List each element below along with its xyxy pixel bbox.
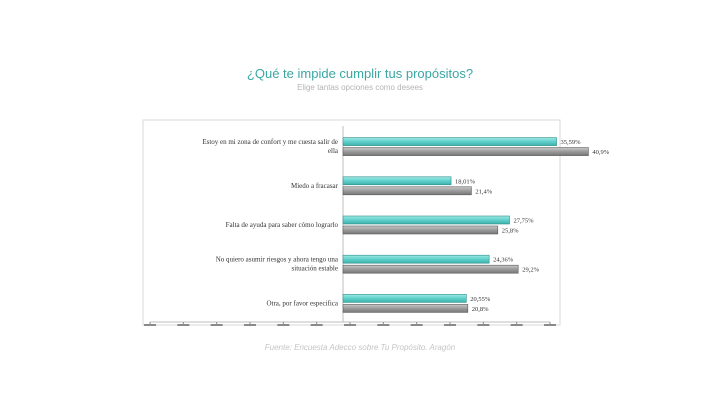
bars <box>342 137 589 313</box>
x-tick-mark <box>177 324 190 326</box>
chart-title: ¿Qué te impide cumplir tus propósitos? <box>246 66 474 81</box>
bar-series-2 <box>342 304 469 313</box>
bar-series-1 <box>342 137 557 146</box>
data-label: 20,55% <box>470 296 491 303</box>
x-tick-mark <box>310 324 323 326</box>
data-label: 29,2% <box>522 267 539 274</box>
category-label: Estoy en mi zona de confort y me cuesta … <box>202 138 339 155</box>
data-label: 20,8% <box>472 306 489 313</box>
x-tick-mark <box>410 324 423 326</box>
bar-series-1 <box>342 176 452 186</box>
bar-series-2 <box>342 147 589 156</box>
category-labels: Estoy en mi zona de confort y me cuesta … <box>202 138 339 307</box>
category-label: Falta de ayuda para saber cómo lograrlo <box>226 221 339 229</box>
category-label: No quiero asumir riesgos y ahora tengo u… <box>216 256 339 273</box>
category-label: Miedo a fracasar <box>291 182 339 190</box>
x-tick-mark <box>344 324 356 326</box>
chart-subtitle: Elige tantas opciones como desees <box>297 83 423 92</box>
x-tick-mark <box>544 324 556 326</box>
x-tick-mark <box>144 324 156 326</box>
x-tick-mark <box>244 324 256 326</box>
x-tick-mark <box>477 324 490 326</box>
data-label: 25,8% <box>502 228 519 235</box>
data-label: 27,75% <box>514 218 535 225</box>
x-tick-mark <box>277 324 290 326</box>
source-note: Fuente: Encuesta Adecco sobre Tu Propósi… <box>264 343 456 352</box>
data-label: 35,59% <box>561 139 582 146</box>
data-labels: 35,59% 18,01% 27,75% 24,36% 20,55% 40,9% 21,4%… <box>455 139 610 313</box>
data-label: 21,4% <box>475 188 492 195</box>
x-tick-mark <box>444 324 456 326</box>
bar-series-2 <box>342 264 519 274</box>
data-label: 24,36% <box>493 257 514 264</box>
category-label: Otra, por favor especifica <box>266 299 338 307</box>
data-label: 40,9% <box>592 149 609 156</box>
data-label: 18,01% <box>455 178 476 185</box>
x-tick-mark <box>510 324 523 326</box>
x-tick-mark <box>377 324 390 326</box>
bar-series-1 <box>342 254 490 264</box>
bar-series-1 <box>342 294 467 303</box>
bar-series-2 <box>342 186 472 196</box>
x-tick-mark <box>210 324 223 326</box>
bar-series-1 <box>342 215 510 225</box>
bar-series-2 <box>342 225 499 235</box>
x-axis-ticks <box>144 322 556 326</box>
